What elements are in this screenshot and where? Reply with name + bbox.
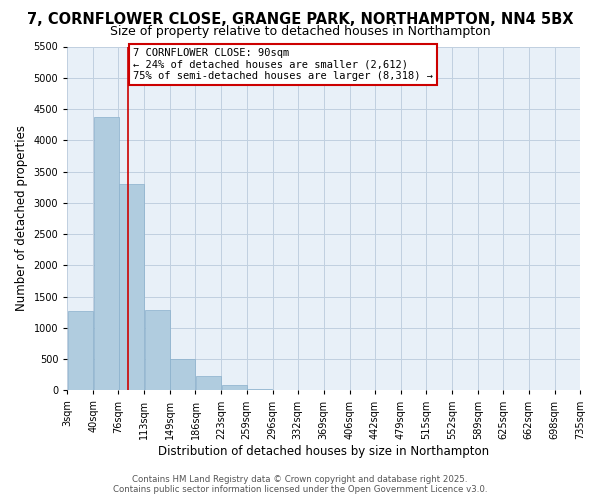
Text: 7, CORNFLOWER CLOSE, GRANGE PARK, NORTHAMPTON, NN4 5BX: 7, CORNFLOWER CLOSE, GRANGE PARK, NORTHA… bbox=[27, 12, 573, 28]
Bar bbox=[145, 310, 170, 390]
X-axis label: Distribution of detached houses by size in Northampton: Distribution of detached houses by size … bbox=[158, 444, 489, 458]
Bar bbox=[68, 311, 93, 390]
Text: Contains HM Land Registry data © Crown copyright and database right 2025.
Contai: Contains HM Land Registry data © Crown c… bbox=[113, 474, 487, 494]
Bar bbox=[247, 389, 272, 390]
Y-axis label: Number of detached properties: Number of detached properties bbox=[15, 126, 28, 312]
Text: 7 CORNFLOWER CLOSE: 90sqm
← 24% of detached houses are smaller (2,612)
75% of se: 7 CORNFLOWER CLOSE: 90sqm ← 24% of detac… bbox=[133, 48, 433, 81]
Bar bbox=[119, 184, 144, 390]
Bar bbox=[170, 359, 195, 390]
Bar bbox=[94, 117, 119, 390]
Bar bbox=[221, 386, 247, 390]
Text: Size of property relative to detached houses in Northampton: Size of property relative to detached ho… bbox=[110, 25, 490, 38]
Bar bbox=[196, 376, 221, 390]
